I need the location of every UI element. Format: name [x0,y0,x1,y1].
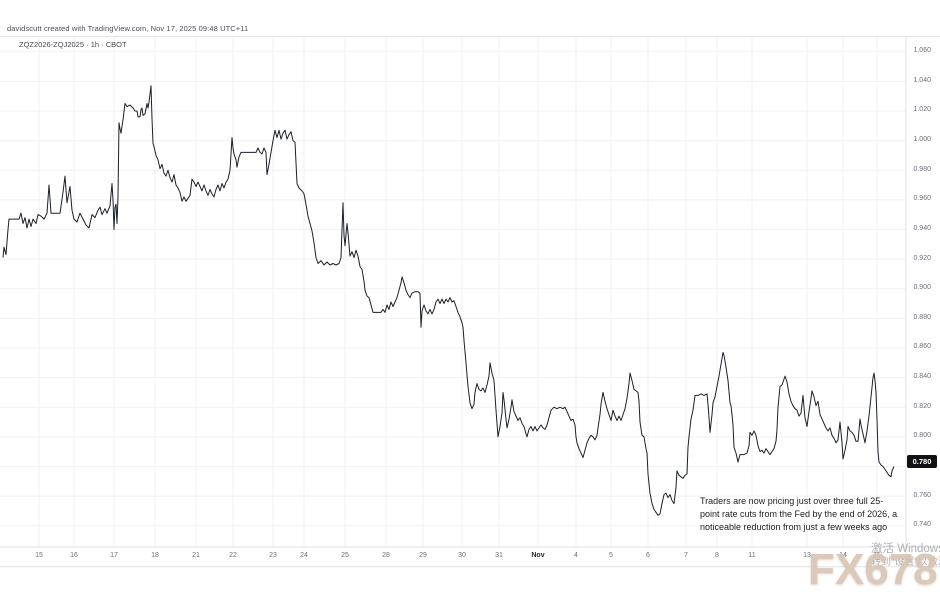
fx678-watermark: FX678 [808,545,938,594]
time-tick-label: 29 [419,552,427,559]
time-tick-label: 31 [495,552,503,559]
time-tick-label: 28 [382,552,390,559]
price-tick-label: 1.040 [913,76,931,84]
price-tick-label: 0.900 [913,284,931,292]
time-tick-label: 11 [748,552,756,559]
annotation-line-1: Traders are now pricing just over three … [700,496,884,506]
time-tick-label: 21 [192,552,200,559]
activation-line-2: 转到“设置”以激活 Windows [871,557,940,568]
price-tick-label: 1.020 [913,106,931,114]
annotation-line-2: point rate cuts from the Fed by the end … [700,509,898,519]
time-tick-label: 18 [151,552,159,559]
time-tick-label: 16 [70,552,78,559]
time-tick-label: 8 [715,552,719,559]
time-tick-label: 6 [646,552,650,559]
price-tick-label: 1.060 [913,47,931,55]
annotation-line-3: noticeable reduction from just a few wee… [700,522,888,532]
price-axis[interactable]: 1.060 1.040 1.020 1.000 0.980 0.960 0.940 0.920… [906,37,940,567]
price-tick-label: 1.000 [913,136,931,144]
last-price-badge: 0.780 [907,455,937,468]
price-tick-label: 0.740 [913,521,931,529]
price-tick-label: 0.980 [913,165,931,173]
activation-line-1: 激活 Windows [871,543,940,555]
time-tick-label: 14 [839,552,847,559]
time-tick-label: 24 [300,552,308,559]
time-tick-label: 22 [229,552,237,559]
time-tick-label: 7 [684,552,688,559]
time-tick-label: 23 [269,552,277,559]
time-tick-label: 25 [341,552,349,559]
time-tick-label: 15 [35,552,43,559]
time-tick-label: Nov [531,552,545,559]
symbol-legend[interactable]: ZQZ2026-ZQJ2025 · 1h · CBOT [19,40,127,49]
price-tick-label: 0.940 [913,224,931,232]
price-tick-label: 0.800 [913,432,931,440]
time-tick-label: 17 [110,552,118,559]
time-tick-label: 13 [803,552,811,559]
price-tick-label: 0.820 [913,402,931,410]
time-tick-label: 4 [574,552,578,559]
price-tick-label: 0.880 [913,313,931,321]
annotation-text[interactable]: Traders are now pricing just over three … [700,495,897,534]
price-tick-label: 0.840 [913,373,931,381]
price-tick-label: 0.960 [913,195,931,203]
price-tick-label: 0.860 [913,343,931,351]
windows-activation-watermark: 激活 Windows 转到“设置”以激活 Windows [871,542,940,570]
attribution-text: davidscutt created with TradingView.com,… [7,24,249,33]
time-tick-label: 30 [458,552,466,559]
price-tick-label: 0.760 [913,491,931,499]
price-tick-label: 0.920 [913,254,931,262]
time-tick-label: 5 [609,552,613,559]
time-tick-label: 15 [873,552,881,559]
price-line-series [2,85,895,516]
